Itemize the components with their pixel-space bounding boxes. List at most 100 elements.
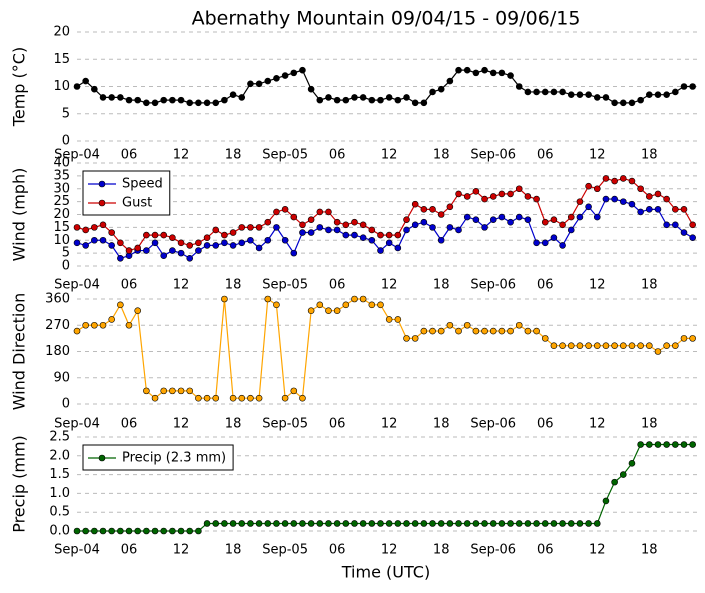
data-point	[377, 301, 384, 309]
data-point	[99, 527, 107, 535]
data-point	[663, 195, 670, 203]
data-point	[108, 527, 115, 535]
data-point	[221, 520, 228, 527]
x-tick-label: 06	[329, 278, 346, 293]
data-point	[646, 193, 653, 200]
data-point	[437, 85, 445, 93]
data-point	[221, 239, 228, 247]
data-point	[654, 206, 662, 213]
data-point	[455, 520, 462, 527]
data-point	[550, 88, 558, 96]
data-point	[229, 520, 237, 527]
data-point	[134, 307, 141, 314]
data-point	[585, 91, 592, 98]
y-tick-label: 15	[53, 52, 70, 67]
data-point	[255, 520, 263, 527]
data-point	[108, 94, 115, 101]
y-tick-label: 1.5	[49, 467, 70, 482]
data-point	[576, 198, 584, 205]
data-point	[134, 527, 141, 535]
data-point	[585, 182, 592, 190]
y-tick-label: 0	[62, 134, 70, 149]
data-point	[229, 394, 237, 402]
data-point	[160, 387, 168, 395]
data-point	[637, 96, 644, 104]
data-point	[377, 247, 384, 254]
data-point	[672, 441, 679, 448]
data-point	[212, 394, 220, 402]
data-point	[446, 77, 454, 85]
data-point	[342, 221, 350, 229]
data-point	[264, 295, 272, 303]
data-point	[646, 342, 653, 349]
data-point	[429, 520, 436, 527]
data-point	[619, 99, 627, 107]
data-point	[255, 244, 263, 252]
data-point	[134, 244, 141, 252]
data-point	[82, 242, 89, 249]
data-point	[359, 295, 367, 303]
x-tick-label: 12	[589, 278, 606, 293]
data-point	[593, 520, 601, 527]
y-axis-label: Wind (mph)	[10, 168, 29, 262]
data-point	[559, 88, 566, 96]
data-point	[229, 229, 237, 236]
data-point	[672, 221, 679, 229]
data-point	[108, 229, 115, 236]
y-tick-label: 0	[62, 259, 70, 274]
data-point	[403, 335, 410, 342]
x-tick-label: 18	[641, 148, 658, 163]
data-point	[385, 520, 393, 527]
data-point	[559, 520, 566, 527]
data-point	[91, 85, 98, 93]
data-point	[299, 394, 306, 402]
data-point	[498, 327, 506, 335]
data-point	[359, 520, 367, 527]
data-point	[489, 193, 497, 200]
data-point	[186, 387, 194, 395]
y-tick-label: 20	[53, 207, 70, 222]
data-point	[611, 99, 618, 107]
data-point	[203, 520, 211, 527]
data-point	[507, 218, 514, 226]
y-tick-label: 2.0	[49, 448, 70, 463]
data-point	[82, 226, 89, 234]
x-tick-label: 06	[537, 417, 554, 432]
data-point	[186, 242, 194, 249]
x-tick-label: 18	[433, 417, 450, 432]
data-point	[403, 226, 410, 234]
data-point	[628, 460, 636, 467]
data-point	[663, 221, 670, 229]
y-tick-label: 10	[53, 79, 70, 94]
data-point	[221, 231, 228, 239]
data-point	[299, 221, 306, 229]
x-tick-label: 18	[225, 278, 242, 293]
data-point	[550, 216, 558, 223]
data-point	[689, 335, 696, 342]
data-point	[429, 327, 436, 335]
data-point	[247, 394, 254, 402]
data-point	[290, 69, 298, 77]
data-point	[316, 96, 324, 104]
data-point	[177, 387, 185, 395]
x-tick-label: 18	[641, 543, 658, 558]
data-point	[99, 221, 107, 229]
data-point	[524, 327, 532, 335]
data-point	[524, 88, 532, 96]
data-point	[515, 83, 523, 90]
x-tick-label: 18	[433, 278, 450, 293]
data-point	[654, 190, 662, 198]
data-point	[385, 94, 393, 101]
data-point	[117, 239, 124, 247]
x-tick-label: 06	[329, 417, 346, 432]
data-point	[151, 394, 159, 402]
y-tick-label: 180	[45, 344, 70, 359]
x-tick-label: Sep-06	[470, 543, 516, 558]
data-point	[533, 239, 540, 247]
data-point	[481, 66, 488, 74]
data-point	[593, 213, 601, 221]
data-point	[125, 321, 133, 329]
data-point	[680, 83, 688, 90]
data-point	[463, 193, 471, 200]
data-point	[160, 96, 168, 104]
